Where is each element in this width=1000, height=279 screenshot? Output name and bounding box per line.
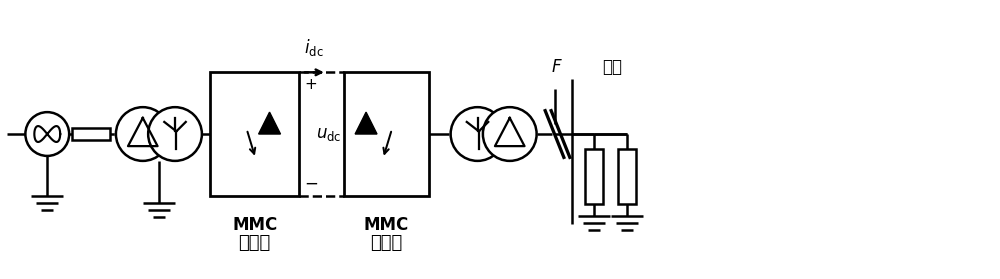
Text: $F$: $F$ bbox=[551, 59, 562, 76]
Circle shape bbox=[451, 107, 504, 161]
Bar bbox=[72, 128, 110, 140]
Text: MMC: MMC bbox=[232, 216, 277, 234]
Text: MMC: MMC bbox=[364, 216, 409, 234]
Circle shape bbox=[116, 107, 170, 161]
Polygon shape bbox=[259, 112, 280, 134]
Text: 逆变站: 逆变站 bbox=[370, 234, 403, 252]
Text: 负荷: 负荷 bbox=[602, 58, 622, 76]
Text: $Z_2$: $Z_2$ bbox=[618, 167, 636, 186]
Circle shape bbox=[148, 107, 202, 161]
Bar bbox=[344, 72, 429, 196]
Bar bbox=[210, 72, 299, 196]
Text: −: − bbox=[304, 175, 318, 193]
Bar bbox=[618, 149, 636, 204]
Text: $Z_1$: $Z_1$ bbox=[585, 167, 604, 186]
Text: $i_{\rm dc}$: $i_{\rm dc}$ bbox=[304, 37, 324, 58]
Circle shape bbox=[483, 107, 537, 161]
Text: 整流站: 整流站 bbox=[239, 234, 271, 252]
Polygon shape bbox=[355, 112, 377, 134]
Text: +: + bbox=[304, 77, 317, 92]
Circle shape bbox=[25, 112, 69, 156]
Text: $u_{\rm dc}$: $u_{\rm dc}$ bbox=[316, 126, 342, 143]
Bar bbox=[585, 149, 603, 204]
